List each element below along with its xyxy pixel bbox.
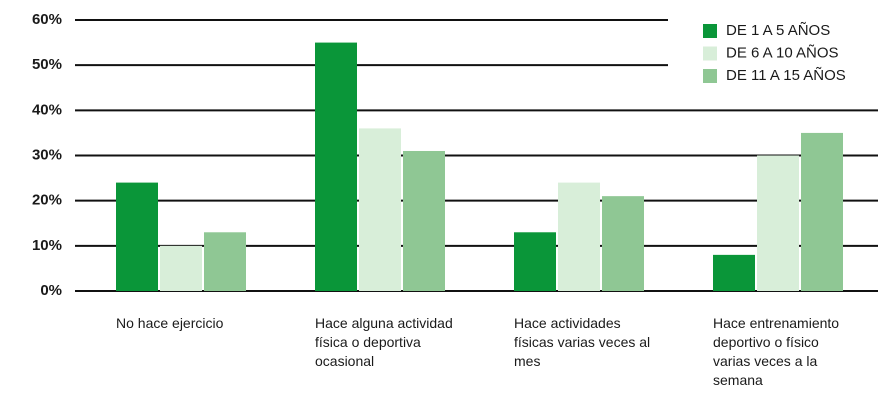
bar	[403, 150, 445, 291]
bar	[359, 128, 401, 291]
y-tick-label: 10%	[32, 237, 62, 254]
y-tick-label: 20%	[32, 192, 62, 209]
legend-label: DE 6 A 10 AÑOS	[726, 44, 839, 61]
bar	[801, 132, 843, 291]
bar	[558, 182, 600, 291]
bar	[116, 182, 158, 291]
x-tick-label: Hace entrenamiento deportivo o físico va…	[713, 315, 840, 388]
bar	[514, 232, 556, 291]
bar	[315, 42, 357, 292]
bar	[160, 245, 202, 291]
legend-swatch	[703, 69, 717, 83]
legend-label: DE 1 A 5 AÑOS	[726, 22, 830, 39]
y-tick-label: 30%	[32, 146, 62, 163]
bar	[757, 155, 799, 291]
bar	[713, 254, 755, 291]
x-tick-label: No hace ejercicio	[116, 315, 224, 331]
bar	[204, 232, 246, 291]
x-tick-label: Hace actividades físicas varias veces al…	[514, 315, 651, 369]
y-tick-label: 0%	[40, 282, 62, 299]
y-tick-label: 50%	[32, 56, 62, 73]
x-tick-label: Hace alguna actividad física o deportiva…	[315, 315, 453, 369]
legend-swatch	[703, 46, 717, 61]
legend-label: DE 11 A 15 AÑOS	[726, 67, 846, 84]
legend-swatch	[703, 24, 717, 38]
y-tick-label: 40%	[32, 101, 62, 118]
bar	[602, 196, 644, 291]
y-tick-label: 60%	[32, 11, 62, 28]
